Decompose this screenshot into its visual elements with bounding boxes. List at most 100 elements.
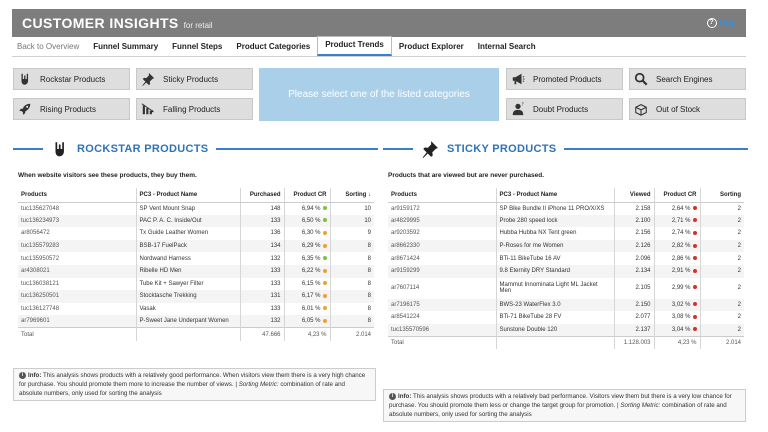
tab-funnel-summary[interactable]: Funnel Summary [93,42,159,51]
product-name-cell-text: BTi-11 BikeTube 16 AV [499,255,561,262]
viewed-cell-text: 2.150 [635,301,651,308]
table-row[interactable]: ar8662330 P-Roses for me Women 2.126 2,82 %… [388,239,744,253]
viewed-cell-text: 2.096 [635,255,651,262]
col-viewed[interactable]: Viewed [613,188,654,203]
col-sorting[interactable]: Sorting ↓ [329,188,374,203]
viewed-cell-text: 2.134 [635,268,651,275]
total-cr: 4,23 % [653,335,700,350]
product-cr-cell-text: 2,64 % [671,205,691,212]
sorting-cell: 2 [699,277,744,299]
table-row[interactable]: ar8056472 Tx Guide Leather Women 136 6,30 %… [18,227,374,240]
col-product-cr[interactable]: Product CR [283,188,330,203]
product-cr-cell: 6,05 % [283,315,330,328]
col-sorting[interactable]: Sorting [699,188,744,203]
col-product-name[interactable]: PC3 - Product Name [135,188,240,203]
product-id-cell: ar7196175 [388,298,496,312]
tab-product-categories[interactable]: Product Categories [236,42,311,51]
product-id-cell: ar8671424 [388,252,496,265]
table-row[interactable]: tuc135627048 SP Vent Mount Snap 148 6,94 % 1… [18,202,374,215]
table-row[interactable]: ar4308021 Ribelle HD Men 133 6,22 % 8 [18,264,374,278]
status-dot-icon [322,230,327,235]
purchased-cell-text: 133 [270,280,281,287]
table-row[interactable]: ar9203592 Hubba Hubba NX Tent green 2.156 2… [388,227,744,240]
promoted-products-button[interactable]: Promoted Products [506,68,623,90]
viewed-cell: 2.077 [613,311,654,324]
table-row[interactable]: ar4829995 Probe 280 speed lock 2.100 2,71 %… [388,214,744,228]
col-products[interactable]: Products [388,188,496,203]
product-name-cell: PAC P. A. C. Inside/Out [135,214,240,228]
falling-products-button[interactable]: Falling Products [136,98,253,120]
doubt-products-button[interactable]: ? Doubt Products [506,98,623,120]
product-name-cell-text: SP Vent Mount Snap [139,205,196,212]
product-cr-cell: 2,91 % [653,264,700,278]
status-dot-icon [692,285,697,290]
product-id-cell: tuc136250501 [18,290,136,303]
status-dot-icon [692,327,697,332]
table-row[interactable]: tuc136234973 PAC P. A. C. Inside/Out 133 6,… [18,214,374,228]
rockstar-products-button[interactable]: Rockstar Products [13,68,130,90]
table-row[interactable]: ar8671424 BTi-11 BikeTube 16 AV 2.096 2,86 … [388,252,744,265]
table-row[interactable]: tuc135950572 Nordwand Harness 132 6,35 % 8 [18,252,374,265]
out-of-stock-button[interactable]: Out of Stock [629,98,746,120]
product-cr-cell-text: 6,30 % [301,230,321,237]
col-purchased[interactable]: Purchased [239,188,284,203]
table-row[interactable]: tuc136250501 Stocktasche Trekking 131 6,17 … [18,290,374,303]
viewed-cell: 2.156 [613,227,654,240]
col-product-cr[interactable]: Product CR [653,188,700,203]
tab-back-to-overview[interactable]: Back to Overview [17,42,80,51]
col-product-name[interactable]: PC3 - Product Name [495,188,614,203]
product-cr-cell-text: 2,74 % [671,230,691,237]
total-value: 1.128.003 [613,335,654,350]
viewed-cell: 2.105 [613,277,654,299]
table-row[interactable]: ar7969601 P-Sweet Jane Underpant Women 132… [18,315,374,328]
info-metric-label: Sorting Metric: [238,381,279,388]
help-icon[interactable]: ? [706,18,717,28]
search-engines-button[interactable]: Search Engines [629,68,746,90]
table-row[interactable]: ar7607114 Mammut Innominata Light ML Jack… [388,277,744,299]
product-id-cell: ar9203592 [388,227,496,240]
table-row[interactable]: ar9159172 SP Bike Bundle II iPhone 11 PRO… [388,202,744,215]
svg-text:?: ? [522,102,525,108]
table-row[interactable]: ar8541224 BTi-71 BikeTube 28 FV 2.077 3,08 … [388,311,744,324]
product-id-cell: tuc135627048 [18,202,136,215]
product-cr-cell-text: 6,01 % [301,306,321,313]
table-row[interactable]: tuc135570596 Sunstone Double 120 2.137 3,04… [388,323,744,337]
product-name-cell: Nordwand Harness [135,252,240,265]
table-row[interactable]: ar9159299 9.8 Eternity DRY Standard 2.134 2… [388,264,744,278]
purchased-cell-text: 132 [270,255,281,262]
viewed-cell: 2.158 [613,202,654,215]
purchased-cell: 136 [239,227,284,240]
product-cr-cell-text: 6,35 % [301,255,321,262]
sticky-products-button[interactable]: Sticky Products [136,68,253,90]
tab-product-explorer[interactable]: Product Explorer [398,42,464,51]
product-cr-cell-text: 6,29 % [301,243,321,250]
purchased-cell-text: 133 [270,217,281,224]
sorting-cell: 8 [329,239,374,253]
tab-product-trends[interactable]: Product Trends [317,36,392,56]
product-name-cell-text: SP Bike Bundle II iPhone 11 PRO/X/XS [499,205,605,212]
rising-products-button[interactable]: Rising Products [13,98,130,120]
sorting-cell-text: 2 [737,255,741,262]
status-dot-icon [692,218,697,223]
empty-box-icon [630,98,652,120]
table-row[interactable]: tuc136127748 Vasak 133 6,01 % 8 [18,302,374,316]
tab-internal-search[interactable]: Internal Search [477,42,536,51]
tab-funnel-steps[interactable]: Funnel Steps [172,42,223,51]
product-name-cell-text: P-Sweet Jane Underpant Women [139,318,229,325]
table-row[interactable]: tuc136038121 Tube Kit + Sawyer Filter 133 6… [18,277,374,291]
rocket-icon [14,98,36,120]
table-row[interactable]: tuc135579283 BSB-17 FuelPack 134 6,29 % 8 [18,239,374,253]
help-link[interactable]: ? Help [706,18,736,28]
product-cr-cell: 2,82 % [653,239,700,253]
product-cr-cell: 2,74 % [653,227,700,240]
status-dot-icon [692,205,697,210]
table-row[interactable]: ar7196175 BWS-23 WaterFlex 3.0 2.150 3,02 %… [388,298,744,312]
purchased-cell-text: 132 [270,318,281,325]
col-products[interactable]: Products [18,188,136,203]
help-label[interactable]: Help [719,18,736,28]
sorting-cell-text: 2 [737,268,741,275]
rising-products-label: Rising Products [40,104,97,114]
product-name-cell: BWS-23 WaterFlex 3.0 [495,298,614,312]
megaphone-icon [507,68,529,90]
sticky-table: Products PC3 - Product Name Viewed Produ… [388,188,744,350]
